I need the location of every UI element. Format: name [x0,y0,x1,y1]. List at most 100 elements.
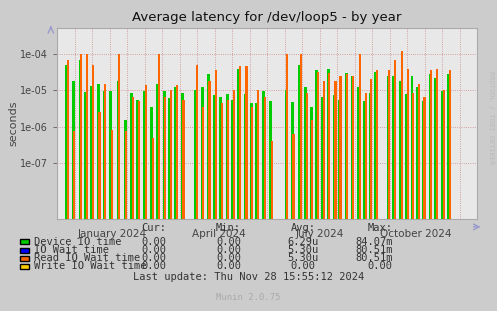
Bar [401,51,403,219]
Text: Device IO time: Device IO time [34,237,121,247]
Text: IO Wait time: IO Wait time [34,245,109,255]
Text: Last update: Thu Nov 28 15:55:12 2024: Last update: Thu Nov 28 15:55:12 2024 [133,272,364,282]
Bar [423,97,425,219]
Bar [194,90,197,219]
Bar [226,94,229,219]
Bar [92,65,94,219]
Text: Read IO Wait time: Read IO Wait time [34,253,140,263]
Bar [182,100,184,219]
Bar [292,134,295,219]
Text: 0.00: 0.00 [142,261,166,271]
Bar [158,54,160,219]
Bar [449,70,451,219]
Bar [103,91,106,219]
Title: Average latency for /dev/loop5 - by year: Average latency for /dev/loop5 - by year [132,11,402,24]
Bar [339,76,341,219]
Bar [422,101,425,219]
Bar [443,90,445,219]
Text: 0.00: 0.00 [216,253,241,263]
Bar [246,66,248,219]
Bar [269,101,272,219]
Bar [412,93,414,219]
Text: Cur:: Cur: [142,223,166,233]
Text: 80.51m: 80.51m [355,245,393,255]
Bar [328,73,331,219]
Bar [174,87,177,219]
Text: 5.30u: 5.30u [288,245,319,255]
Bar [430,70,432,219]
Text: 6.29u: 6.29u [288,237,319,247]
Bar [411,76,414,219]
Bar [207,74,210,219]
Bar [447,74,450,219]
Bar [104,84,106,219]
Text: Write IO Wait time: Write IO Wait time [34,261,146,271]
Bar [145,85,147,219]
Bar [118,54,120,219]
Text: Munin 2.0.75: Munin 2.0.75 [216,294,281,302]
Bar [86,54,88,219]
Bar [311,120,314,219]
Bar [434,78,437,219]
Bar [244,94,247,219]
Bar [231,100,234,219]
Bar [306,93,308,219]
Bar [436,69,438,219]
Text: 84.07m: 84.07m [355,237,393,247]
Text: 5.30u: 5.30u [288,253,319,263]
Bar [387,76,390,219]
Text: 0.00: 0.00 [142,253,166,263]
Bar [143,91,146,219]
Text: RRDTOOL / TOBI OETIKER: RRDTOOL / TOBI OETIKER [488,72,494,165]
Text: Min:: Min: [216,223,241,233]
Bar [370,79,372,219]
Bar [97,84,100,219]
Bar [317,72,319,219]
Text: 0.00: 0.00 [291,261,316,271]
Bar [220,97,223,219]
Text: 0.00: 0.00 [216,261,241,271]
Bar [130,93,133,219]
Bar [262,91,265,219]
Bar [374,72,377,219]
Bar [124,120,127,219]
Bar [111,130,113,219]
Bar [227,100,230,219]
Bar [365,93,367,219]
Bar [333,95,336,219]
Bar [67,60,69,219]
Bar [84,92,87,219]
Bar [170,90,172,219]
Bar [233,90,235,219]
Text: 0.00: 0.00 [216,237,241,247]
Bar [357,87,360,219]
Bar [138,101,140,219]
Bar [285,90,287,219]
Bar [157,84,160,219]
Bar [73,131,76,219]
Bar [327,69,330,219]
Bar [181,93,184,219]
Bar [237,69,240,219]
Text: Max:: Max: [368,223,393,233]
Bar [117,81,119,219]
Bar [196,65,198,219]
Bar [239,66,241,219]
Bar [249,103,252,219]
Bar [176,85,178,219]
Text: 0.00: 0.00 [216,245,241,255]
Bar [132,97,134,219]
Bar [221,103,223,219]
Bar [150,107,153,219]
Bar [255,103,258,219]
Text: 0.00: 0.00 [142,237,166,247]
Bar [125,131,127,219]
Bar [310,107,313,219]
Bar [90,86,93,219]
Bar [109,91,112,219]
Bar [152,138,154,219]
Bar [65,65,68,219]
Text: Avg:: Avg: [291,223,316,233]
Bar [165,97,166,219]
Bar [298,65,301,219]
